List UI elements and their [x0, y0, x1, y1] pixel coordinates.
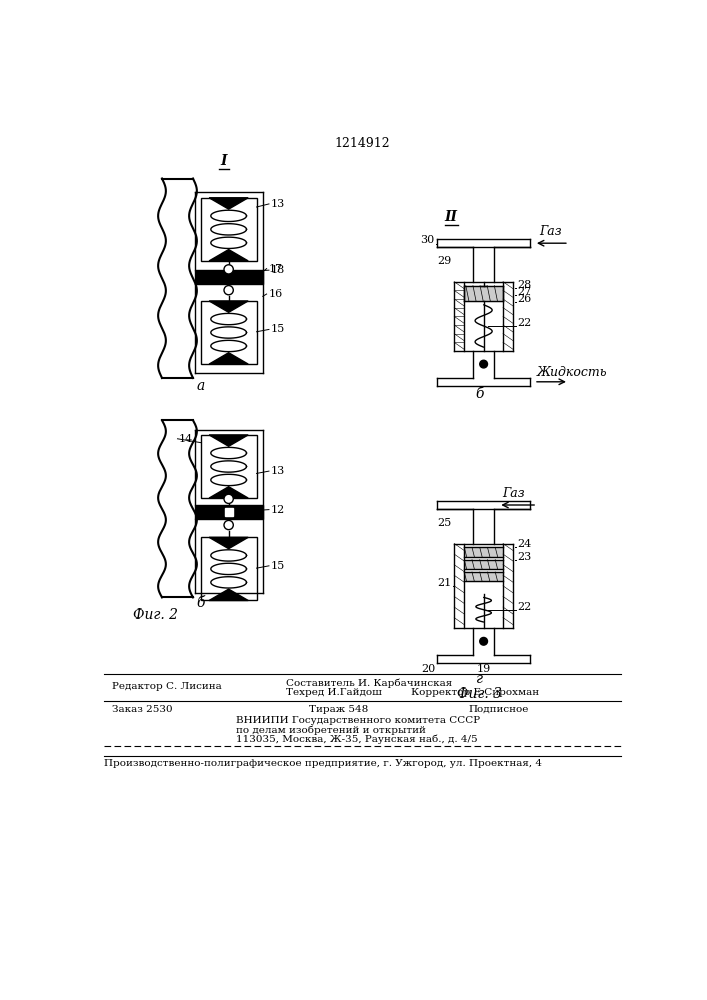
Text: 13: 13 [271, 199, 285, 209]
Polygon shape [209, 487, 248, 498]
Polygon shape [209, 589, 248, 600]
Circle shape [480, 637, 488, 645]
Text: 16: 16 [268, 289, 282, 299]
Text: б: б [476, 387, 484, 401]
Text: по делам изобретений и открытий: по делам изобретений и открытий [235, 725, 426, 735]
Circle shape [224, 265, 233, 274]
Text: 20: 20 [421, 664, 436, 674]
Text: Техред И.Гайдош         Корректор Е.Сирохман: Техред И.Гайдош Корректор Е.Сирохман [286, 688, 539, 697]
Text: 13: 13 [271, 466, 285, 476]
Text: 28: 28 [517, 280, 531, 290]
Text: 14: 14 [179, 434, 193, 444]
Polygon shape [464, 286, 503, 301]
Polygon shape [225, 508, 233, 516]
Polygon shape [194, 505, 263, 519]
Polygon shape [209, 250, 248, 261]
Text: 19: 19 [477, 664, 491, 674]
Text: Жидкость: Жидкость [537, 366, 607, 379]
Text: Фиг. 3: Фиг. 3 [457, 687, 502, 701]
Text: ВНИИПИ Государственного комитета СССР: ВНИИПИ Государственного комитета СССР [235, 716, 480, 725]
Circle shape [480, 360, 488, 368]
Text: г: г [477, 672, 484, 686]
Text: 18: 18 [271, 265, 285, 275]
Circle shape [224, 286, 233, 295]
Text: I: I [221, 154, 227, 168]
Circle shape [224, 520, 233, 530]
Text: 26: 26 [517, 294, 531, 304]
Text: 21: 21 [437, 578, 451, 588]
Text: Производственно-полиграфическое предприятие, г. Ужгород, ул. Проектная, 4: Производственно-полиграфическое предприя… [104, 759, 542, 768]
Text: Тираж 548: Тираж 548 [309, 705, 368, 714]
Text: Фиг. 2: Фиг. 2 [134, 608, 178, 622]
Text: 22: 22 [517, 318, 531, 328]
Polygon shape [209, 537, 248, 549]
Polygon shape [209, 353, 248, 364]
Polygon shape [464, 560, 503, 569]
Text: 12: 12 [271, 505, 285, 515]
Text: 22: 22 [517, 602, 531, 612]
Text: a: a [197, 378, 205, 392]
Text: Заказ 2530: Заказ 2530 [112, 705, 173, 714]
Polygon shape [464, 547, 503, 557]
Text: 1214912: 1214912 [335, 137, 390, 150]
Text: 30: 30 [421, 235, 435, 245]
Text: б: б [197, 596, 205, 610]
Text: 17: 17 [268, 264, 282, 274]
Polygon shape [194, 270, 263, 284]
Text: 27: 27 [517, 287, 531, 297]
Text: 113035, Москва, Ж-35, Раунская наб., д. 4/5: 113035, Москва, Ж-35, Раунская наб., д. … [235, 734, 477, 744]
Polygon shape [209, 198, 248, 209]
Polygon shape [209, 301, 248, 312]
Text: 15: 15 [271, 324, 285, 334]
Text: 29: 29 [438, 256, 452, 266]
Text: 25: 25 [437, 518, 451, 528]
Text: Газ: Газ [539, 225, 562, 238]
Text: 24: 24 [517, 539, 531, 549]
Polygon shape [464, 572, 503, 581]
Text: 23: 23 [517, 552, 531, 562]
Text: 15: 15 [271, 561, 285, 571]
Polygon shape [209, 435, 248, 446]
Circle shape [224, 494, 233, 503]
Text: Составитель И. Карбачинская: Составитель И. Карбачинская [286, 678, 452, 688]
Text: Газ: Газ [502, 487, 525, 500]
Text: Редактор С. Лисина: Редактор С. Лисина [112, 682, 221, 691]
Text: Подписное: Подписное [468, 705, 529, 714]
Text: II: II [445, 210, 457, 224]
